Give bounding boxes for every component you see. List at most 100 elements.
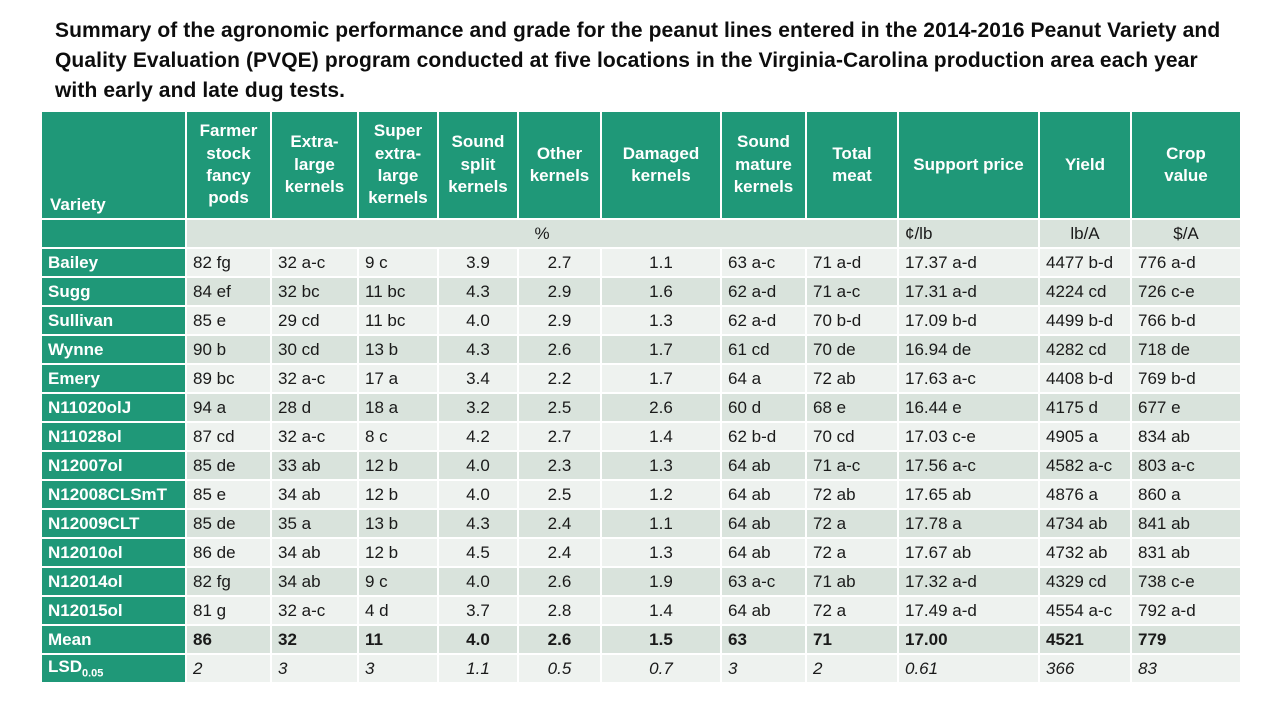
data-cell: 738 c-e	[1130, 566, 1242, 597]
col-header-label: Support price	[913, 154, 1024, 174]
col-header-sound-split: Sound split kernels	[437, 110, 519, 220]
variety-cell: N12007ol	[40, 450, 187, 481]
variety-label: N12007ol	[48, 455, 123, 475]
data-cell: 4905 a	[1038, 421, 1132, 452]
variety-cell: N12008CLSmT	[40, 479, 187, 510]
data-cell: 62 b-d	[720, 421, 807, 452]
variety-cell: LSD0.05	[40, 653, 187, 684]
units-variety-cell	[40, 218, 187, 249]
data-cell: 32 a-c	[270, 595, 359, 626]
data-cell: 32 a-c	[270, 421, 359, 452]
data-cell: 1.3	[600, 537, 722, 568]
data-cell: 4.2	[437, 421, 519, 452]
data-cell: 68 e	[805, 392, 899, 423]
col-header-label: Crop value	[1164, 143, 1208, 185]
data-cell: 17.49 a-d	[897, 595, 1040, 626]
variety-label: N12014ol	[48, 571, 123, 591]
variety-cell: N11020olJ	[40, 392, 187, 423]
data-cell: 16.44 e	[897, 392, 1040, 423]
data-cell: 63	[720, 624, 807, 655]
unit-cents-per-lb: ¢/lb	[897, 218, 1040, 249]
data-cell: 4224 cd	[1038, 276, 1132, 307]
data-cell: 12 b	[357, 450, 439, 481]
data-cell: 2.9	[517, 276, 602, 307]
data-cell: 776 a-d	[1130, 247, 1242, 278]
data-cell: 366	[1038, 653, 1132, 684]
data-cell: 64 ab	[720, 508, 807, 539]
data-cell: 2.4	[517, 508, 602, 539]
data-cell: 841 ab	[1130, 508, 1242, 539]
data-cell: 677 e	[1130, 392, 1242, 423]
data-cell: 12 b	[357, 479, 439, 510]
data-cell: 3.4	[437, 363, 519, 394]
data-cell: 2.7	[517, 247, 602, 278]
variety-cell: N12015ol	[40, 595, 187, 626]
col-header-label: Farmer stock fancy pods	[199, 121, 258, 208]
data-cell: 1.7	[600, 334, 722, 365]
data-cell: 3.9	[437, 247, 519, 278]
data-cell: 4.0	[437, 566, 519, 597]
data-cell: 70 b-d	[805, 305, 899, 336]
data-cell: 1.7	[600, 363, 722, 394]
data-cell: 2	[805, 653, 899, 684]
data-cell: 30 cd	[270, 334, 359, 365]
data-cell: 71 ab	[805, 566, 899, 597]
data-cell: 34 ab	[270, 479, 359, 510]
data-cell: 32 a-c	[270, 247, 359, 278]
data-cell: 89 bc	[185, 363, 272, 394]
data-cell: 4.3	[437, 334, 519, 365]
data-cell: 0.61	[897, 653, 1040, 684]
data-cell: 1.1	[600, 508, 722, 539]
data-cell: 17 a	[357, 363, 439, 394]
data-cell: 71 a-c	[805, 276, 899, 307]
data-cell: 4521	[1038, 624, 1132, 655]
pvqe-table: Variety Farmer stock fancy pods Extra-la…	[40, 110, 1242, 684]
table-row: Emery 89 bc 32 a-c 17 a 3.4 2.2 1.7 64 a 72 ab 17…	[40, 363, 1242, 394]
col-header-farmer-stock: Farmer stock fancy pods	[185, 110, 272, 220]
table-row: N12014ol 82 fg 34 ab 9 c 4.0 2.6 1.9 63 a-c 71 a…	[40, 566, 1242, 597]
data-cell: 32 bc	[270, 276, 359, 307]
data-cell: 4876 a	[1038, 479, 1132, 510]
col-header-label: Other kernels	[529, 143, 590, 185]
data-cell: 4.3	[437, 508, 519, 539]
data-cell: 72 ab	[805, 479, 899, 510]
variety-label: N12010ol	[48, 542, 123, 562]
data-cell: 4.5	[437, 537, 519, 568]
col-header-label: Damaged kernels	[622, 143, 700, 185]
data-cell: 1.1	[600, 247, 722, 278]
data-cell: 1.1	[437, 653, 519, 684]
unit-dollars-per-acre: $/A	[1130, 218, 1242, 249]
data-cell: 4554 a-c	[1038, 595, 1132, 626]
variety-cell: Emery	[40, 363, 187, 394]
data-cell: 32	[270, 624, 359, 655]
variety-label: Mean	[48, 629, 92, 649]
data-cell: 17.78 a	[897, 508, 1040, 539]
data-cell: 17.00	[897, 624, 1040, 655]
data-cell: 860 a	[1130, 479, 1242, 510]
data-cell: 70 cd	[805, 421, 899, 452]
col-header-label: Sound mature kernels	[733, 132, 794, 197]
col-header-super-extra-large: Super extra-large kernels	[357, 110, 439, 220]
data-cell: 1.5	[600, 624, 722, 655]
variety-cell: Sugg	[40, 276, 187, 307]
variety-cell: N12010ol	[40, 537, 187, 568]
data-cell: 63 a-c	[720, 566, 807, 597]
col-header-damaged-kernels: Damaged kernels	[600, 110, 722, 220]
data-cell: 18 a	[357, 392, 439, 423]
data-cell: 13 b	[357, 508, 439, 539]
data-cell: 4408 b-d	[1038, 363, 1132, 394]
data-cell: 1.3	[600, 305, 722, 336]
col-header-label: Variety	[50, 194, 106, 214]
data-cell: 2.9	[517, 305, 602, 336]
data-cell: 2.5	[517, 479, 602, 510]
data-cell: 86 de	[185, 537, 272, 568]
data-cell: 766 b-d	[1130, 305, 1242, 336]
data-cell: 4282 cd	[1038, 334, 1132, 365]
variety-cell: Mean	[40, 624, 187, 655]
data-cell: 3.2	[437, 392, 519, 423]
data-cell: 71 a-d	[805, 247, 899, 278]
data-cell: 72 a	[805, 508, 899, 539]
data-cell: 17.56 a-c	[897, 450, 1040, 481]
data-cell: 90 b	[185, 334, 272, 365]
table-row: LSD0.05 2 3 3 1.1 0.5 0.7 3 2 0.61 366 83	[40, 653, 1242, 684]
